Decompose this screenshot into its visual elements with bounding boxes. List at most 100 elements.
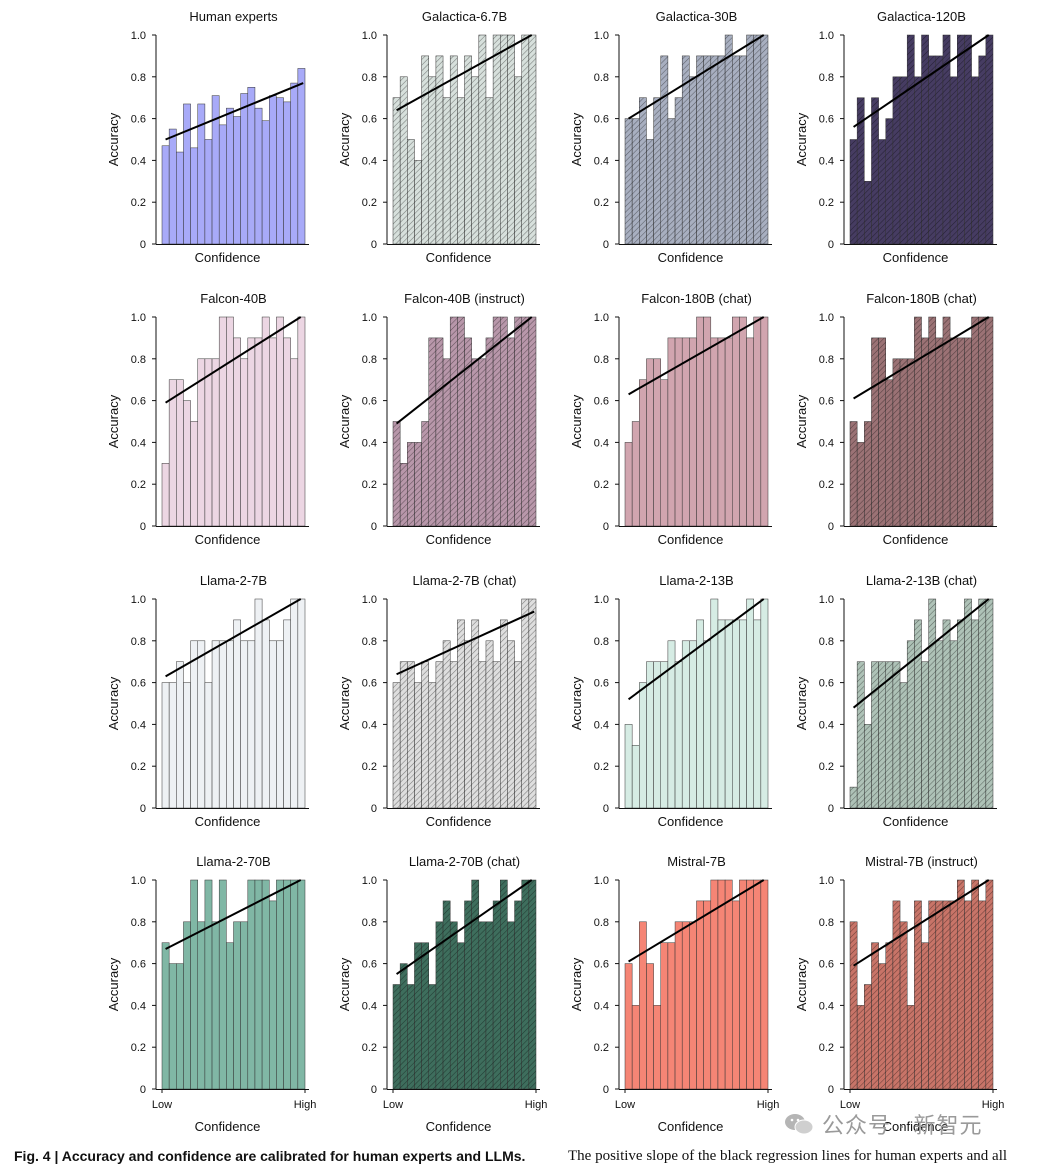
y-tick-label: 0.4	[362, 1000, 377, 1012]
y-tick-label: 0.2	[594, 479, 609, 491]
chart-panel-7: Falcon-180B (chat) 0 0.2 0.4 0.6 0.8 1.0 Confid…	[569, 291, 772, 547]
bar-hatch	[935, 640, 943, 808]
bar	[297, 879, 306, 1090]
y-tick-label: 0	[371, 803, 377, 815]
bar	[261, 879, 270, 1090]
bar-hatch	[528, 880, 536, 1089]
chart-panel-2: Galactica-6.7B 0 0.2 0.4 0.6 0.8 1.0 Confidence…	[337, 9, 540, 265]
bar	[176, 379, 184, 527]
y-tick-label: 0.4	[594, 155, 609, 167]
bar	[290, 598, 299, 809]
bar-hatch	[443, 900, 451, 1089]
x-axis-label: Confidence	[195, 814, 261, 829]
bar-hatch	[507, 921, 515, 1089]
y-tick-label: 0	[603, 1084, 609, 1096]
bar-hatch	[521, 317, 529, 526]
y-tick-label: 0.6	[819, 396, 834, 408]
bar-hatch	[753, 35, 761, 244]
bar	[233, 116, 241, 245]
chart-title: Galactica-30B	[656, 9, 738, 24]
bar-hatch	[400, 463, 408, 526]
bar	[247, 337, 256, 527]
bar-hatch	[407, 442, 415, 526]
x-tick-label: High	[757, 1099, 780, 1111]
bar-hatch	[857, 97, 865, 244]
bar	[168, 963, 177, 1090]
bar	[732, 316, 740, 527]
bar-hatch	[957, 35, 965, 244]
bar	[226, 107, 234, 245]
bar	[233, 619, 241, 809]
y-axis-label: Accuracy	[337, 676, 352, 730]
bar-hatch	[464, 900, 472, 1089]
bar-hatch	[907, 358, 915, 526]
bar	[717, 619, 726, 809]
chart-title: Llama-2-7B	[200, 573, 267, 588]
y-tick-label: 0	[603, 239, 609, 251]
bar	[631, 745, 640, 809]
bar-hatch	[885, 379, 893, 526]
figure-caption: Fig. 4 | Accuracy and confidence are cal…	[14, 1146, 1054, 1166]
y-tick-label: 0.2	[131, 479, 146, 491]
bar-hatch	[978, 900, 986, 1089]
bar	[703, 900, 712, 1090]
bar-hatch	[435, 921, 444, 1089]
bar	[190, 640, 199, 809]
y-tick-label: 0	[371, 521, 377, 533]
bar-hatch	[478, 921, 486, 1089]
bar	[161, 145, 170, 245]
bar	[290, 358, 299, 527]
bar-hatch	[428, 984, 436, 1089]
x-axis-label: Confidence	[658, 814, 724, 829]
bar	[631, 421, 640, 527]
bar-hatch	[493, 35, 501, 244]
bar-hatch	[871, 97, 879, 244]
bar-hatch	[914, 76, 922, 244]
bar	[703, 640, 712, 809]
chart-panel-10: Llama-2-7B (chat) 0 0.2 0.4 0.6 0.8 1.0 Confide…	[337, 573, 540, 829]
bar	[710, 337, 719, 527]
bar	[290, 879, 299, 1090]
y-tick-label: 0.2	[131, 1042, 146, 1054]
bar-hatch	[667, 118, 676, 244]
bar	[760, 879, 769, 1090]
bar	[667, 942, 676, 1090]
bar-hatch	[507, 35, 515, 244]
bar	[233, 337, 241, 527]
bar-hatch	[871, 337, 879, 526]
x-axis-label: Confidence	[426, 1119, 492, 1134]
x-axis-label: Confidence	[658, 250, 724, 265]
y-tick-label: 0	[828, 1084, 834, 1096]
y-tick-label: 0.6	[819, 678, 834, 690]
bar-hatch	[493, 661, 501, 808]
bar	[674, 921, 683, 1090]
bar-hatch	[443, 97, 451, 244]
bar	[724, 337, 733, 527]
bar-hatch	[696, 55, 704, 245]
bar	[283, 101, 291, 245]
regression-line	[165, 598, 302, 678]
bar	[760, 598, 769, 809]
bar	[226, 640, 234, 809]
bar	[204, 139, 213, 245]
y-tick-label: 0.2	[819, 197, 834, 209]
bar-hatch	[421, 661, 429, 808]
chart-panel-12: Llama-2-13B (chat) 0 0.2 0.4 0.6 0.8 1.0 Confid…	[794, 573, 997, 829]
chart-title: Llama-2-70B (chat)	[409, 854, 520, 869]
y-tick-label: 0.4	[362, 719, 377, 731]
bar-hatch	[660, 55, 668, 245]
x-tick-label: High	[525, 1099, 548, 1111]
bar-hatch	[942, 619, 951, 808]
bar	[624, 724, 633, 809]
bar-hatch	[935, 55, 943, 245]
bar-hatch	[443, 358, 451, 526]
chart-title: Galactica-6.7B	[422, 9, 507, 24]
y-tick-label: 0.4	[131, 437, 146, 449]
bar-hatch	[935, 337, 943, 526]
bar	[269, 900, 277, 1090]
y-tick-label: 1.0	[362, 875, 377, 887]
y-tick-label: 0.2	[819, 1042, 834, 1054]
bar	[739, 879, 747, 1090]
y-tick-label: 0.6	[131, 678, 146, 690]
bar-hatch	[521, 599, 529, 808]
